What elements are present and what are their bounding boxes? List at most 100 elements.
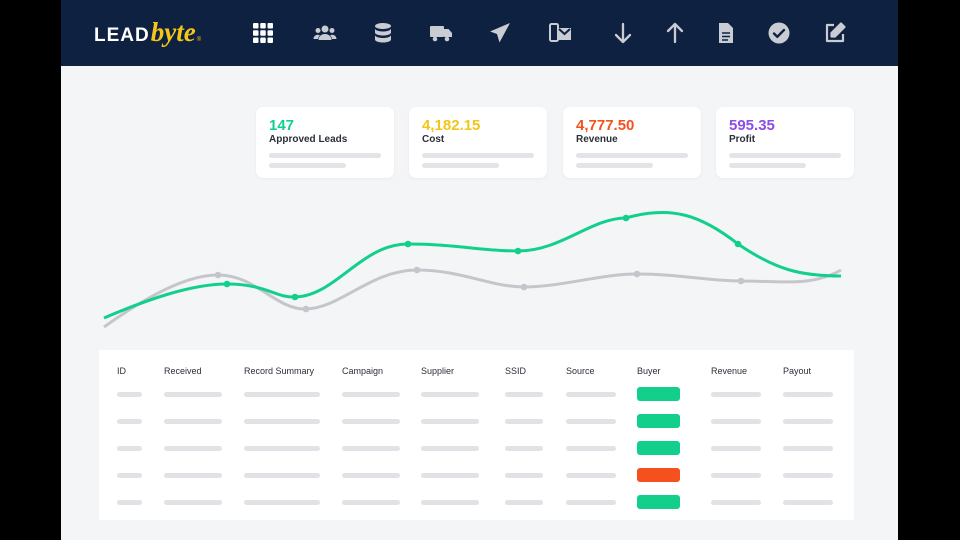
cell-placeholder <box>505 419 543 424</box>
grid-icon[interactable] <box>250 20 276 46</box>
arrow-down-icon[interactable] <box>610 20 636 46</box>
cell-placeholder <box>783 392 833 397</box>
card-value: 4,777.50 <box>576 117 635 134</box>
leadbyte-logo[interactable]: LEAD byte ® <box>94 17 201 49</box>
cell-placeholder <box>117 500 142 505</box>
card-value: 147 <box>269 117 295 134</box>
cell-placeholder <box>164 473 222 478</box>
cell-placeholder <box>711 446 761 451</box>
users-icon[interactable] <box>312 20 338 46</box>
data-point <box>223 280 231 288</box>
column-header-id[interactable]: ID <box>117 366 126 376</box>
data-point <box>413 266 421 274</box>
arrow-up-icon[interactable] <box>662 20 688 46</box>
cell-placeholder <box>421 392 479 397</box>
edit-icon[interactable] <box>822 20 848 46</box>
data-point <box>520 283 528 291</box>
send-icon[interactable] <box>487 20 513 46</box>
leads-table: ID Received Record Summary Campaign Supplier… <box>99 350 854 520</box>
card-label: Revenue <box>576 134 618 145</box>
data-point <box>633 270 641 278</box>
cell-placeholder <box>566 419 616 424</box>
logo-lead-text: LEAD <box>94 25 150 46</box>
column-header-campaign[interactable]: Campaign <box>342 366 384 376</box>
app-window: LEAD byte ® <box>61 0 898 540</box>
data-point <box>302 305 310 313</box>
card-revenue[interactable]: 4,777.50 Revenue <box>563 107 701 178</box>
cell-placeholder <box>164 500 222 505</box>
green-series-points <box>223 214 742 301</box>
placeholder-line <box>729 163 806 168</box>
cell-placeholder <box>164 419 222 424</box>
card-value: 4,182.15 <box>422 117 481 134</box>
cell-placeholder <box>244 446 320 451</box>
placeholder-line <box>576 163 653 168</box>
column-header-supplier[interactable]: Supplier <box>421 366 455 376</box>
document-icon[interactable] <box>713 20 739 46</box>
cell-placeholder <box>505 500 543 505</box>
column-header-ssid[interactable]: SSID <box>505 366 527 376</box>
placeholder-line <box>269 153 381 158</box>
card-approved-leads[interactable]: 147 Approved Leads <box>256 107 394 178</box>
database-icon[interactable] <box>370 20 396 46</box>
card-profit[interactable]: 595.35 Profit <box>716 107 854 178</box>
buyer-status-badge <box>637 387 680 401</box>
data-point <box>214 271 222 279</box>
column-header-payout[interactable]: Payout <box>783 366 812 376</box>
column-header-source[interactable]: Source <box>566 366 595 376</box>
buyer-status-badge <box>637 414 680 428</box>
cell-placeholder <box>711 473 761 478</box>
cell-placeholder <box>117 473 142 478</box>
logo-byte-text: byte <box>150 17 196 47</box>
cell-placeholder <box>117 419 142 424</box>
cell-placeholder <box>244 419 320 424</box>
card-cost[interactable]: 4,182.15 Cost <box>409 107 547 178</box>
data-point <box>734 240 742 248</box>
cell-placeholder <box>342 392 400 397</box>
top-navigation-bar: LEAD byte ® <box>61 0 898 66</box>
cell-placeholder <box>566 392 616 397</box>
check-circle-icon[interactable] <box>766 20 792 46</box>
truck-icon[interactable] <box>428 20 454 46</box>
cell-placeholder <box>783 500 833 505</box>
logo-registered-mark: ® <box>196 37 202 43</box>
cell-placeholder <box>342 473 400 478</box>
column-header-record-summary[interactable]: Record Summary <box>244 366 315 376</box>
cell-placeholder <box>342 419 400 424</box>
cell-placeholder <box>421 473 479 478</box>
cell-placeholder <box>783 419 833 424</box>
cell-placeholder <box>566 446 616 451</box>
placeholder-line <box>576 153 688 158</box>
card-label: Cost <box>422 134 445 145</box>
data-point <box>514 247 522 255</box>
series-line-gray <box>103 268 842 329</box>
cell-placeholder <box>711 500 761 505</box>
cell-placeholder <box>421 500 479 505</box>
placeholder-line <box>422 153 534 158</box>
data-point <box>291 293 299 301</box>
cell-placeholder <box>421 419 479 424</box>
cell-placeholder <box>342 446 400 451</box>
cell-placeholder <box>711 419 761 424</box>
cell-placeholder <box>117 392 142 397</box>
column-header-buyer[interactable]: Buyer <box>637 366 661 376</box>
cell-placeholder <box>505 473 543 478</box>
cell-placeholder <box>711 392 761 397</box>
cell-placeholder <box>421 446 479 451</box>
trend-chart <box>103 211 842 329</box>
cell-placeholder <box>342 500 400 505</box>
cell-placeholder <box>505 446 543 451</box>
cell-placeholder <box>164 446 222 451</box>
column-header-received[interactable]: Received <box>164 366 202 376</box>
mobile-mail-icon[interactable] <box>547 20 573 46</box>
data-point <box>404 240 412 248</box>
cell-placeholder <box>783 473 833 478</box>
cell-placeholder <box>783 446 833 451</box>
cell-placeholder <box>164 392 222 397</box>
placeholder-line <box>422 163 499 168</box>
data-point <box>737 277 745 285</box>
cell-placeholder <box>505 392 543 397</box>
column-header-revenue[interactable]: Revenue <box>711 366 748 376</box>
card-label: Approved Leads <box>269 134 348 145</box>
placeholder-line <box>729 153 841 158</box>
